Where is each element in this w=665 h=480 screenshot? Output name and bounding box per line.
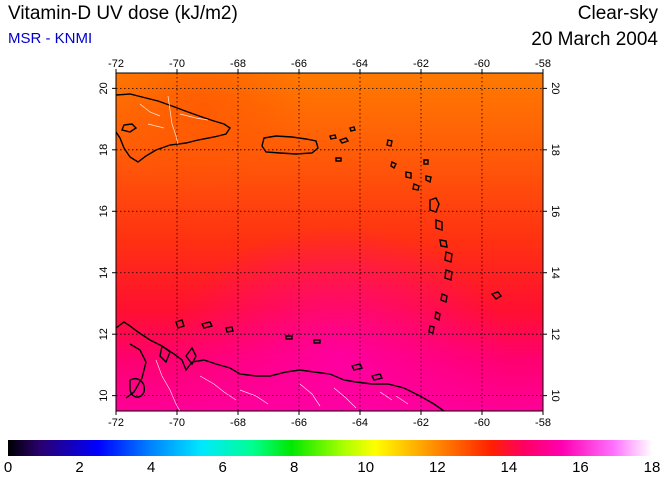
lon-label: -62	[413, 417, 429, 429]
lon-labels-top: -72 -70 -68 -66 -64 -62 -60 -58	[108, 58, 551, 70]
lat-label: 12	[549, 328, 561, 340]
lon-label: -68	[230, 417, 246, 429]
lon-label: -60	[474, 417, 490, 429]
colorbar-tick-label: 4	[146, 459, 156, 476]
country-borders	[139, 95, 409, 411]
lat-label: 20	[549, 82, 561, 94]
lon-label: -70	[169, 58, 185, 70]
colorbar-tick-label: 12	[428, 459, 446, 476]
axis-ticks	[112, 69, 547, 415]
lon-label: -58	[535, 417, 551, 429]
lat-label: 14	[98, 267, 110, 279]
lat-label: 10	[549, 390, 561, 402]
lon-labels-bottom: -72 -70 -68 -66 -64 -62 -60 -58	[108, 417, 551, 429]
lat-label: 14	[549, 267, 561, 279]
lat-labels-right: 10 12 14 16 18 20	[549, 82, 561, 402]
colorbar	[8, 440, 652, 456]
date-label: 20 March 2004	[531, 29, 658, 50]
colorbar-tick-label: 2	[75, 459, 84, 476]
lat-label: 18	[98, 144, 110, 156]
lat-label: 20	[98, 82, 110, 94]
source-label: MSR - KNMI	[8, 30, 93, 47]
colorbar-tick-label: 16	[572, 459, 589, 476]
lon-label: -72	[108, 417, 124, 429]
colorbar-tick-label: 10	[357, 459, 375, 476]
lat-label: 10	[98, 390, 110, 402]
uv-dose-map: -72 -70 -68 -66 -64 -62 -60 -58 -72 -70 -68 -66 -64…	[98, 58, 561, 429]
lat-label: 16	[549, 205, 561, 217]
uv-field-warm	[116, 73, 543, 411]
map-title: Vitamin-D UV dose (kJ/m2)	[8, 3, 238, 24]
lon-label: -60	[474, 58, 490, 70]
colorbar-tick-label: 6	[218, 459, 227, 476]
lon-label: -66	[291, 417, 307, 429]
lon-label: -62	[413, 58, 429, 70]
lon-label: -64	[352, 417, 368, 429]
lon-label: -70	[169, 417, 185, 429]
colorbar-tick-label: 18	[643, 459, 661, 476]
lat-labels-left: 10 12 14 16 18 20	[98, 82, 110, 402]
lon-label: -68	[230, 58, 246, 70]
lon-label: -58	[535, 58, 551, 70]
lat-label: 18	[549, 144, 561, 156]
lon-label: -64	[352, 58, 368, 70]
lon-label: -66	[291, 58, 307, 70]
coastlines	[116, 93, 503, 411]
lat-label: 16	[98, 205, 110, 217]
lat-label: 12	[98, 328, 110, 340]
map-frame	[115, 72, 544, 412]
colorbar-tick-label: 8	[290, 459, 299, 476]
colorbar-tick-label: 14	[500, 459, 518, 476]
sky-condition-label: Clear-sky	[577, 3, 658, 24]
graticule	[116, 73, 543, 411]
colorbar-tick-label: 0	[3, 459, 13, 476]
lon-label: -72	[108, 58, 124, 70]
